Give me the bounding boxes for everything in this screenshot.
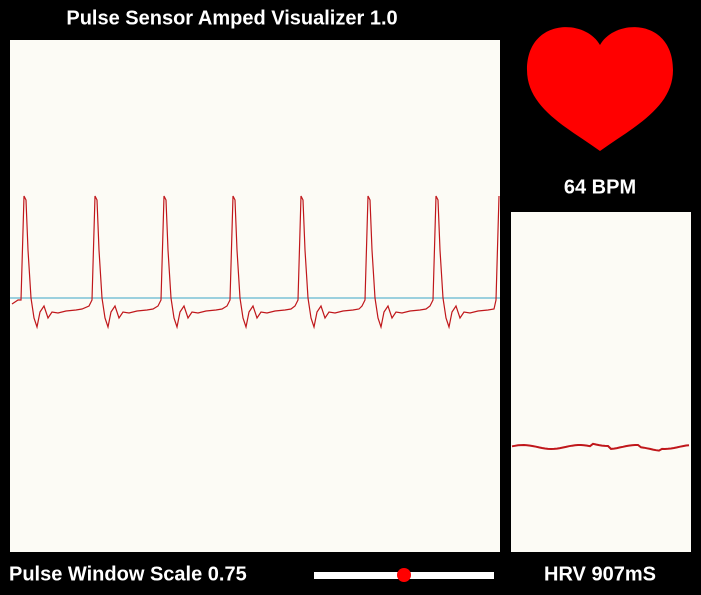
pulse-waveform <box>11 195 500 330</box>
scale-slider-knob[interactable] <box>397 568 411 582</box>
bpm-readout: 64 BPM <box>564 176 636 198</box>
heart-icon <box>527 27 673 151</box>
hrv-readout: HRV 907mS <box>544 563 656 585</box>
window-title: Pulse Sensor Amped Visualizer 1.0 <box>66 7 397 29</box>
hrv-panel <box>511 212 691 552</box>
hrv-waveform <box>511 442 690 452</box>
scale-label: Pulse Window Scale 0.75 <box>9 563 247 585</box>
pulse-panel <box>10 40 500 552</box>
